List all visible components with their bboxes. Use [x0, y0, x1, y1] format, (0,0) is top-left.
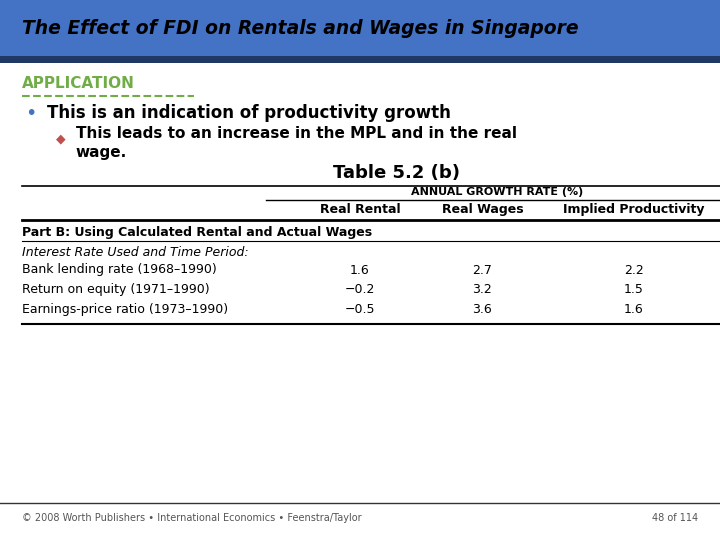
Text: •: •: [25, 104, 37, 123]
Text: 1.6: 1.6: [624, 303, 644, 316]
Text: Part B: Using Calculated Rental and Actual Wages: Part B: Using Calculated Rental and Actu…: [22, 226, 372, 239]
FancyBboxPatch shape: [0, 56, 720, 63]
Text: 3.6: 3.6: [472, 303, 492, 316]
Text: ANNUAL GROWTH RATE (%): ANNUAL GROWTH RATE (%): [410, 187, 583, 197]
Text: Interest Rate Used and Time Period:: Interest Rate Used and Time Period:: [22, 246, 248, 259]
Text: The Effect of FDI on Rentals and Wages in Singapore: The Effect of FDI on Rentals and Wages i…: [22, 19, 578, 38]
Text: 1.6: 1.6: [350, 264, 370, 276]
Text: 48 of 114: 48 of 114: [652, 514, 698, 523]
Text: This leads to an increase in the MPL and in the real: This leads to an increase in the MPL and…: [76, 126, 517, 141]
Text: Table 5.2 (b): Table 5.2 (b): [333, 164, 459, 182]
Text: −0.5: −0.5: [345, 303, 375, 316]
Text: wage.: wage.: [76, 145, 127, 160]
Text: This is an indication of productivity growth: This is an indication of productivity gr…: [47, 104, 451, 123]
Text: −0.2: −0.2: [345, 284, 375, 296]
Text: Return on equity (1971–1990): Return on equity (1971–1990): [22, 284, 210, 296]
Text: 2.2: 2.2: [624, 264, 644, 276]
Text: 1.5: 1.5: [624, 284, 644, 296]
Text: Implied Productivity: Implied Productivity: [563, 203, 704, 216]
Text: Real Rental: Real Rental: [320, 203, 400, 216]
Text: © 2008 Worth Publishers • International Economics • Feenstra/Taylor: © 2008 Worth Publishers • International …: [22, 514, 361, 523]
Text: Bank lending rate (1968–1990): Bank lending rate (1968–1990): [22, 264, 216, 276]
FancyBboxPatch shape: [0, 0, 720, 57]
Text: Real Wages: Real Wages: [441, 203, 523, 216]
Text: ◆: ◆: [56, 133, 66, 146]
Text: 3.2: 3.2: [472, 284, 492, 296]
Text: Earnings-price ratio (1973–1990): Earnings-price ratio (1973–1990): [22, 303, 228, 316]
Text: APPLICATION: APPLICATION: [22, 76, 135, 91]
Text: 2.7: 2.7: [472, 264, 492, 276]
